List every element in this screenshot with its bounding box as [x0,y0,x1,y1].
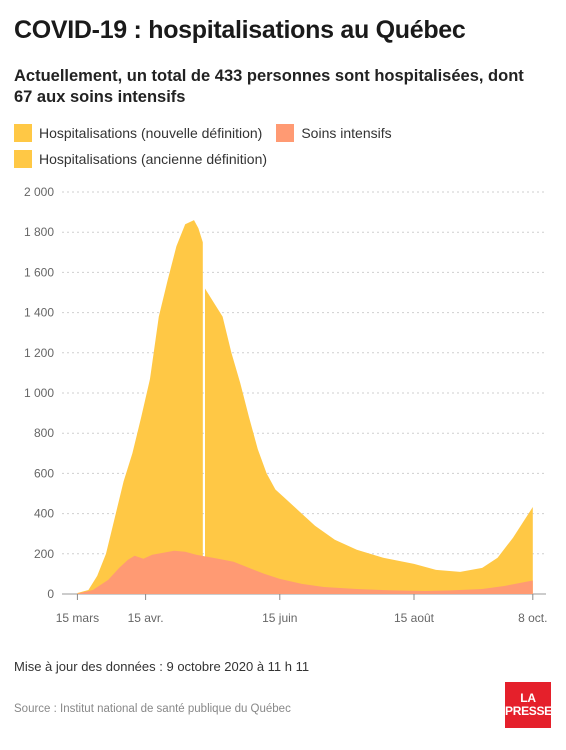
y-tick-label-0: 0 [47,587,54,601]
x-tick-label-4: 8 oct. [518,611,547,625]
y-tick-label-4: 800 [34,426,54,440]
y-tick-label-6: 1 200 [24,346,54,360]
x-tick-label-2: 15 juin [262,611,297,625]
y-tick-label-7: 1 400 [24,306,54,320]
legend-swatch-old-definition [14,150,32,168]
area-soins-intensifs [77,550,533,594]
source-note: Source : Institut national de santé publ… [14,703,291,715]
chart-title: COVID-19 : hospitalisations au Québec [14,16,466,44]
area-hospitalisations-ancienne-definition [77,220,203,594]
legend-label-old-definition: Hospitalisations (ancienne définition) [39,151,268,167]
la-presse-logo: LA PRESSE [505,682,552,728]
y-tick-label-2: 400 [34,507,54,521]
legend-swatch-new-definition [14,124,32,142]
legend: Hospitalisations (nouvelle définition) S… [14,120,554,172]
chart-subtitle: Actuellement, un total de 433 personnes … [14,67,524,106]
y-tick-label-1: 200 [34,547,54,561]
x-tick-label-0: 15 mars [56,611,99,625]
logo-line-2: PRESSE [505,704,552,718]
series-areas [77,220,533,594]
x-tick-label-1: 15 avr. [128,611,164,625]
legend-swatch-intensive-care [276,124,295,142]
x-axis: 15 mars 15 avr. 15 juin 15 août 8 oct. [56,594,547,625]
y-tick-label-5: 1 000 [24,386,54,400]
legend-label-new-definition: Hospitalisations (nouvelle définition) [39,125,263,141]
y-tick-label-8: 1 600 [24,265,54,279]
grid: 0 200 400 600 800 1 000 1 200 1 400 1 600 1 800 2 … [24,185,546,601]
y-tick-label-9: 1 800 [24,225,54,239]
legend-label-intensive-care: Soins intensifs [301,125,392,141]
y-tick-label-3: 600 [34,466,54,480]
legend-item-intensive-care: Soins intensifs [276,124,392,142]
update-note: Mise à jour des données : 9 octobre 2020… [14,659,310,674]
area-hospitalisations-nouvelle-definition [205,288,533,594]
x-tick-label-3: 15 août [394,611,435,625]
logo-line-1: LA [520,691,536,705]
y-tick-label-10: 2 000 [24,185,54,199]
legend-item-old-definition: Hospitalisations (ancienne définition) [14,150,267,168]
legend-item-new-definition: Hospitalisations (nouvelle définition) [14,124,262,142]
area-chart: 0 200 400 600 800 1 000 1 200 1 400 1 600 1 800 2 … [24,185,548,625]
